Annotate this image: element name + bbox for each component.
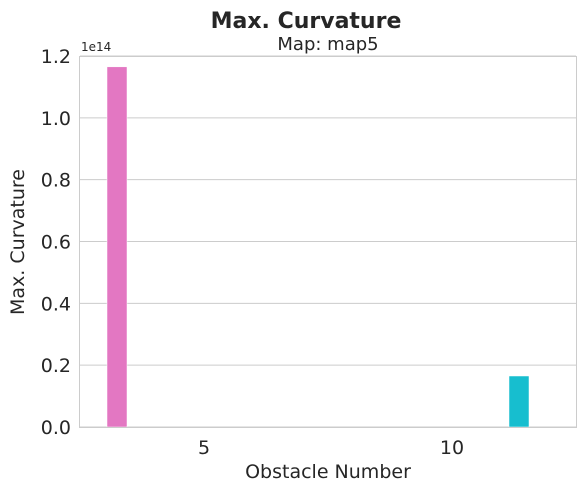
y-tick-label: 0.4: [41, 293, 71, 315]
x-tick-label: 10: [440, 437, 464, 459]
bars: [106, 66, 530, 428]
y-tick-label: 0.6: [41, 232, 71, 254]
y-tick-label: 0.0: [41, 417, 71, 439]
y-tick-label: 1.2: [41, 46, 71, 68]
x-tick-label: 5: [198, 437, 210, 459]
x-axis-label: Obstacle Number: [245, 461, 411, 483]
x-tick-labels: 5 10: [198, 437, 464, 459]
y-tick-label: 0.8: [41, 170, 71, 192]
plot-frame: [79, 56, 577, 428]
bar: [106, 66, 128, 428]
bar: [508, 375, 530, 428]
y-tick-label: 1.0: [41, 108, 71, 130]
chart-title: Max. Curvature: [211, 9, 402, 34]
y-gridlines: [80, 55, 576, 428]
chart-subtitle: Map: map5: [277, 34, 378, 55]
y-tick-labels: 0.0 0.2 0.4 0.6 0.8 1.0 1.2: [41, 46, 71, 439]
y-axis-label: Max. Curvature: [7, 169, 29, 315]
y-tick-label: 0.2: [41, 355, 71, 377]
y-offset-label: 1e14: [81, 40, 111, 54]
